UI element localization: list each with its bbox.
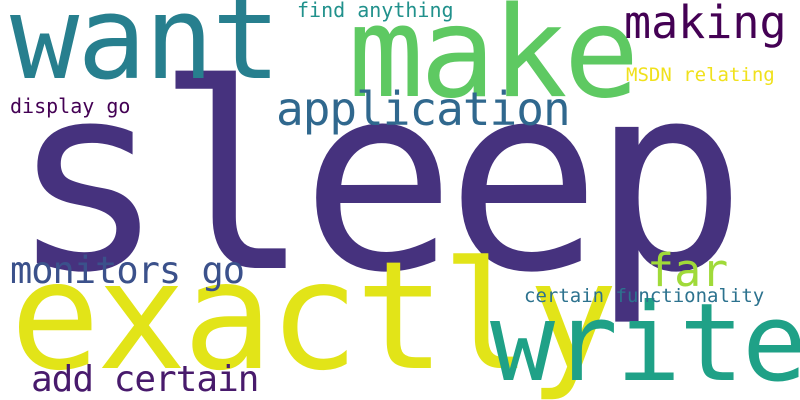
word-display-go: display go	[10, 94, 131, 118]
word-exactly: exactly	[10, 230, 618, 400]
word-certain-functionality: certain functionality	[524, 285, 765, 307]
word-add-certain: add certain	[31, 359, 259, 400]
word-sleep: sleep	[10, 29, 747, 329]
word-monitors-go: monitors go	[10, 249, 245, 292]
word-far: far	[647, 244, 729, 297]
word-msdn-relating: MSDN relating	[626, 64, 775, 86]
word-making: making	[624, 0, 787, 49]
word-make: make	[348, 0, 639, 126]
word-write: write	[490, 281, 800, 400]
word-find-anything: find anything	[297, 0, 454, 22]
word-want: want	[10, 0, 281, 106]
word-application: application	[276, 82, 571, 136]
